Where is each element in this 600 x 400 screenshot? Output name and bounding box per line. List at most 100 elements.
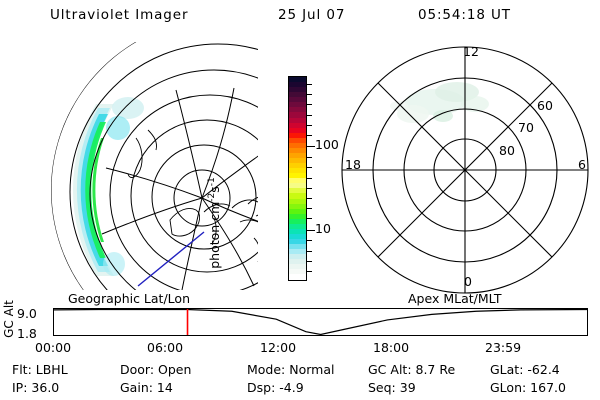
colorbar-segment bbox=[289, 77, 306, 83]
status-gain: Gain: 14 bbox=[120, 380, 173, 395]
observation-date: 25 Jul 07 bbox=[278, 7, 346, 23]
colorbar-minor-tick bbox=[306, 134, 312, 136]
colorbar-segment bbox=[289, 249, 306, 255]
geographic-image-panel[interactable] bbox=[18, 42, 258, 290]
time-tick-1200: 12:00 bbox=[260, 340, 297, 355]
colorbar-segment bbox=[289, 244, 306, 250]
altitude-tick-top: 9.0 bbox=[17, 306, 37, 321]
altitude-tick-bottom: 1.8 bbox=[17, 326, 37, 341]
colorbar-minor-tick bbox=[306, 187, 312, 189]
mlat-label-60: 60 bbox=[537, 98, 553, 113]
colorbar-minor-tick bbox=[306, 270, 312, 272]
colorbar-segment bbox=[289, 168, 306, 174]
status-glat: GLat: -62.4 bbox=[490, 362, 560, 377]
apex-polar-plot bbox=[341, 46, 589, 294]
colorbar-segment bbox=[289, 107, 306, 113]
colorbar-gradient bbox=[288, 76, 307, 281]
status-dsp: Dsp: -4.9 bbox=[247, 380, 304, 395]
status-door: Door: Open bbox=[120, 362, 192, 377]
colorbar-segment bbox=[289, 264, 306, 270]
colorbar-segment bbox=[289, 117, 306, 123]
coastline-overlay bbox=[127, 129, 258, 263]
colorbar-minor-tick bbox=[306, 177, 312, 179]
colorbar-segment bbox=[289, 163, 306, 169]
colorbar-major-tick bbox=[306, 146, 315, 148]
mlt-label-6: 6 bbox=[578, 157, 586, 172]
colorbar-segment bbox=[289, 208, 306, 214]
altitude-axis-label: GC Alt bbox=[2, 300, 16, 338]
colorbar-minor-tick bbox=[306, 104, 312, 106]
colorbar-label-main: photon cm bbox=[207, 201, 223, 269]
status-filter: Flt: LBHL bbox=[12, 362, 68, 377]
mlt-spokes bbox=[342, 47, 588, 293]
colorbar-minor-tick bbox=[306, 250, 312, 252]
colorbar-segment bbox=[289, 173, 306, 179]
colorbar-segment bbox=[289, 193, 306, 199]
colorbar-segment bbox=[289, 269, 306, 275]
colorbar-segment bbox=[289, 87, 306, 93]
colorbar-minor-tick bbox=[306, 240, 312, 242]
colorbar-tick-label: 100 bbox=[315, 137, 339, 153]
colorbar-minor-tick bbox=[306, 94, 312, 96]
colorbar-segment bbox=[289, 183, 306, 189]
altitude-curve bbox=[54, 309, 587, 335]
mlt-label-0: 0 bbox=[464, 274, 472, 289]
colorbar-minor-tick bbox=[306, 260, 312, 262]
colorbar-minor-tick bbox=[306, 124, 312, 126]
colorbar-exponent-2: -1 bbox=[207, 177, 217, 187]
status-mode: Mode: Normal bbox=[247, 362, 335, 377]
altitude-timeline-plot[interactable] bbox=[53, 308, 588, 336]
colorbar-label: photon cm-2s-1 bbox=[207, 123, 222, 323]
status-block: Flt: LBHL Door: Open Mode: Normal GC Alt… bbox=[0, 362, 600, 398]
colorbar[interactable]: photon cm-2s-1 100 10 bbox=[207, 45, 348, 293]
colorbar-segment bbox=[289, 152, 306, 158]
colorbar-segment bbox=[289, 198, 306, 204]
colorbar-major-tick bbox=[306, 230, 315, 232]
left-panel-caption: Geographic Lat/Lon bbox=[68, 291, 190, 306]
colorbar-minor-tick bbox=[306, 218, 312, 220]
latitude-gridlines bbox=[51, 42, 258, 290]
colorbar-minor-tick bbox=[306, 157, 312, 159]
colorbar-label-mid: s bbox=[207, 186, 223, 193]
status-row-1: Flt: LBHL Door: Open Mode: Normal GC Alt… bbox=[0, 362, 600, 380]
colorbar-minor-tick bbox=[306, 84, 312, 86]
colorbar-segment bbox=[289, 158, 306, 164]
colorbar-segment bbox=[289, 233, 306, 239]
altitude-trace bbox=[54, 309, 587, 335]
colorbar-segment bbox=[289, 223, 306, 229]
colorbar-segment bbox=[289, 254, 306, 260]
colorbar-segment bbox=[289, 112, 306, 118]
colorbar-minor-tick bbox=[306, 197, 312, 199]
colorbar-exponent-1: -2 bbox=[207, 192, 217, 202]
colorbar-segment bbox=[289, 203, 306, 209]
colorbar-segment bbox=[289, 102, 306, 108]
time-tick-2359: 23:59 bbox=[485, 340, 522, 355]
colorbar-segment bbox=[289, 97, 306, 103]
status-seq: Seq: 39 bbox=[368, 380, 416, 395]
status-ip: IP: 36.0 bbox=[12, 380, 60, 395]
colorbar-segment bbox=[289, 259, 306, 265]
colorbar-segment bbox=[289, 188, 306, 194]
colorbar-minor-tick bbox=[306, 167, 312, 169]
apex-polar-panel[interactable] bbox=[335, 40, 597, 295]
colorbar-segment bbox=[289, 274, 306, 280]
status-gc-alt: GC Alt: 8.7 Re bbox=[368, 362, 456, 377]
orbit-track-line bbox=[137, 231, 205, 287]
colorbar-segment bbox=[289, 213, 306, 219]
polar-aurora-emission bbox=[390, 82, 489, 123]
mlt-label-18: 18 bbox=[345, 157, 361, 172]
time-tick-0600: 06:00 bbox=[147, 340, 184, 355]
colorbar-segment bbox=[289, 178, 306, 184]
colorbar-segment bbox=[289, 82, 306, 88]
colorbar-segment bbox=[289, 127, 306, 133]
colorbar-minor-tick bbox=[306, 114, 312, 116]
time-tick-0000: 00:00 bbox=[35, 340, 72, 355]
colorbar-segment bbox=[289, 147, 306, 153]
mlt-label-12: 12 bbox=[463, 44, 479, 59]
colorbar-segment bbox=[289, 137, 306, 143]
colorbar-segment bbox=[289, 228, 306, 234]
colorbar-segment bbox=[289, 239, 306, 245]
status-glon: GLon: 167.0 bbox=[490, 380, 566, 395]
aurora-emission bbox=[72, 97, 144, 276]
